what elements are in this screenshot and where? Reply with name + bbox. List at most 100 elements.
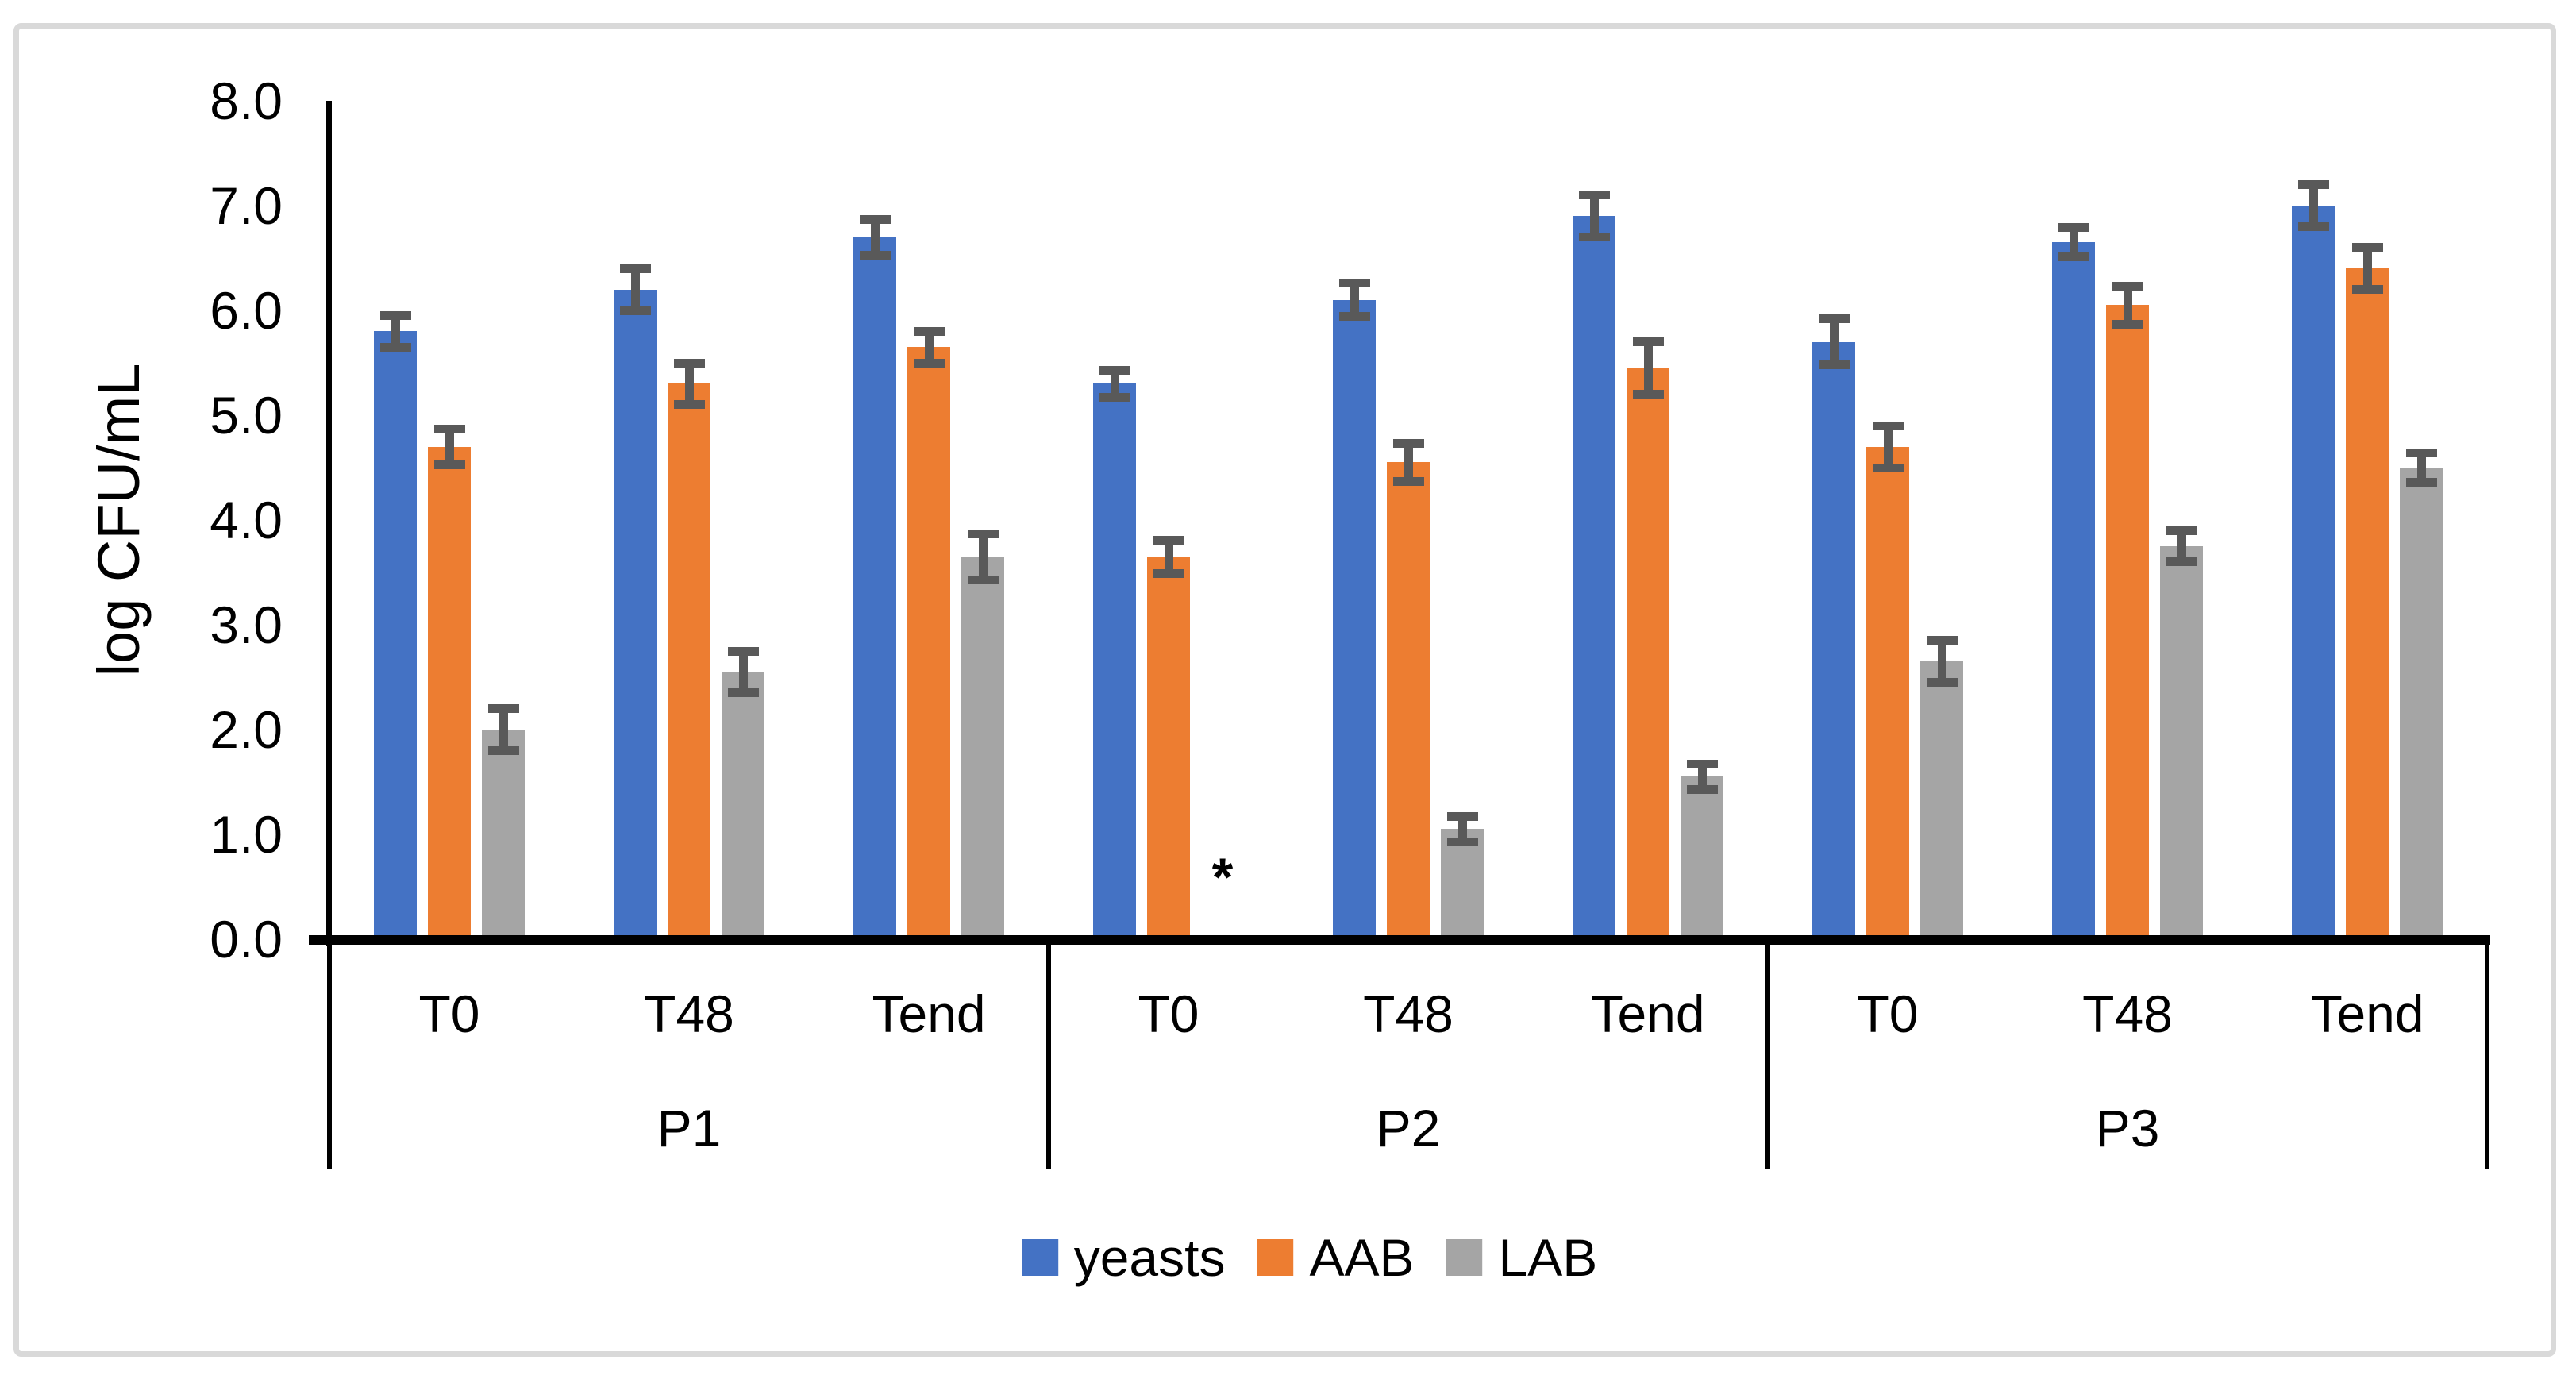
legend-swatch-aab-icon [1257, 1239, 1294, 1276]
error-bar-LAB-P2-Tend [1697, 764, 1707, 790]
group-label-P1: P1 [657, 1099, 722, 1158]
bar-yeasts-P3-Tend [2292, 206, 2335, 939]
error-bar-LAB-P2-T48 [1457, 816, 1467, 842]
y-tick-label: 3.0 [210, 595, 283, 654]
error-cap-top-AAB-P2-Tend [1632, 337, 1664, 347]
error-cap-bottom-yeasts-P3-T0 [1818, 360, 1850, 370]
error-bar-AAB-P3-Tend [2362, 247, 2372, 290]
bar-LAB-P1-T0 [482, 730, 525, 939]
error-bar-LAB-P1-T48 [738, 651, 748, 693]
bar-AAB-P2-Tend [1627, 368, 1669, 939]
bar-AAB-P2-T48 [1387, 462, 1430, 939]
error-cap-bottom-AAB-P1-Tend [913, 358, 945, 368]
y-tick-label: 4.0 [210, 491, 283, 549]
error-bar-yeasts-P1-T0 [391, 315, 400, 348]
error-cap-top-AAB-P1-T48 [673, 358, 705, 368]
error-bar-AAB-P2-Tend [1643, 341, 1653, 395]
y-tick-label: 0.0 [210, 910, 283, 969]
bar-yeasts-P1-T48 [614, 289, 657, 939]
y-tick-label: 5.0 [210, 386, 283, 445]
bar-LAB-P3-T0 [1920, 661, 1963, 939]
error-cap-bottom-AAB-P3-Tend [2351, 285, 2383, 295]
error-cap-top-AAB-P3-T48 [2112, 282, 2143, 291]
error-cap-top-AAB-P2-T0 [1153, 535, 1184, 545]
error-cap-top-yeasts-P2-Tend [1578, 191, 1610, 200]
error-cap-top-AAB-P2-T48 [1392, 439, 1424, 449]
error-bar-yeasts-P1-T48 [630, 268, 640, 310]
error-cap-top-yeasts-P1-T0 [379, 311, 411, 321]
error-cap-top-LAB-P2-Tend [1686, 760, 1718, 769]
error-cap-bottom-yeasts-P2-T48 [1338, 312, 1370, 322]
error-cap-bottom-AAB-P3-T0 [1872, 463, 1904, 472]
error-cap-top-yeasts-P3-Tend [2297, 180, 2329, 190]
error-cap-bottom-LAB-P3-T48 [2166, 557, 2197, 567]
bar-yeasts-P3-T48 [2052, 242, 2095, 939]
bar-LAB-P2-Tend [1681, 776, 1723, 939]
bar-yeasts-P1-T0 [374, 331, 417, 939]
error-cap-bottom-LAB-P2-T48 [1446, 837, 1478, 846]
bar-LAB-P1-T48 [722, 672, 764, 939]
error-bar-LAB-P3-Tend [2416, 453, 2426, 483]
error-cap-bottom-AAB-P2-T48 [1392, 476, 1424, 486]
bar-yeasts-P2-Tend [1573, 216, 1615, 939]
legend-item-aab: AAB [1257, 1228, 1415, 1287]
error-cap-top-AAB-P3-T0 [1872, 421, 1904, 430]
bar-yeasts-P2-T0 [1093, 383, 1136, 939]
bar-AAB-P3-Tend [2346, 268, 2389, 939]
group-label-P2: P2 [1376, 1099, 1441, 1158]
y-axis-title: log CFU/mL [86, 363, 152, 677]
annotation-asterisk: * [1211, 847, 1234, 907]
error-bar-yeasts-P2-T0 [1110, 370, 1119, 398]
bar-yeasts-P2-T48 [1333, 299, 1376, 939]
error-cap-bottom-LAB-P1-Tend [967, 575, 999, 584]
error-bar-LAB-P3-T48 [2177, 530, 2186, 562]
category-label-P1-Tend: Tend [872, 984, 986, 1043]
legend-label-aab: AAB [1309, 1228, 1415, 1287]
error-cap-bottom-yeasts-P1-Tend [859, 250, 891, 260]
category-divider [327, 939, 332, 1169]
error-cap-bottom-AAB-P2-Tend [1632, 390, 1664, 399]
error-cap-bottom-yeasts-P1-T48 [619, 306, 651, 315]
category-label-P2-Tend: Tend [1591, 984, 1705, 1043]
legend-item-yeasts: yeasts [1021, 1231, 1225, 1284]
error-cap-top-LAB-P3-Tend [2405, 449, 2437, 458]
category-divider [1765, 939, 1770, 1169]
error-cap-bottom-AAB-P2-T0 [1153, 568, 1184, 578]
error-cap-bottom-LAB-P3-Tend [2405, 477, 2437, 487]
y-axis-line [326, 101, 332, 946]
error-bar-AAB-P1-T0 [445, 429, 454, 465]
bar-AAB-P3-T48 [2106, 305, 2149, 939]
legend-label-lab: LAB [1498, 1228, 1598, 1287]
category-label-P2-T48: T48 [1363, 984, 1454, 1043]
category-divider [1046, 939, 1051, 1169]
error-bar-yeasts-P3-Tend [2308, 184, 2318, 227]
bar-AAB-P3-T0 [1866, 446, 1909, 939]
error-cap-top-LAB-P2-T48 [1446, 812, 1478, 822]
bar-AAB-P2-T0 [1147, 557, 1190, 939]
error-bar-AAB-P1-Tend [924, 331, 934, 363]
x-axis-line [309, 935, 2490, 945]
y-tick-label: 1.0 [210, 805, 283, 864]
legend-swatch-yeasts-icon [1021, 1239, 1058, 1276]
error-cap-top-LAB-P1-Tend [967, 529, 999, 538]
category-label-P3-T48: T48 [2082, 984, 2173, 1043]
error-cap-bottom-AAB-P3-T48 [2112, 319, 2143, 329]
error-bar-yeasts-P2-Tend [1589, 195, 1599, 237]
error-bar-AAB-P3-T0 [1883, 426, 1893, 468]
error-cap-top-LAB-P1-T48 [727, 646, 759, 656]
legend-swatch-lab-icon [1446, 1239, 1483, 1276]
error-cap-bottom-yeasts-P2-T0 [1099, 393, 1130, 403]
error-cap-top-yeasts-P1-Tend [859, 214, 891, 224]
bar-LAB-P3-Tend [2400, 468, 2443, 939]
y-tick-label: 2.0 [210, 700, 283, 759]
error-bar-AAB-P3-T48 [2123, 286, 2132, 325]
category-label-P1-T48: T48 [644, 984, 734, 1043]
bar-AAB-P1-T48 [668, 383, 710, 939]
error-cap-top-LAB-P3-T0 [1926, 636, 1958, 645]
error-cap-top-LAB-P3-T48 [2166, 526, 2197, 535]
legend-item-lab: LAB [1446, 1228, 1598, 1287]
error-bar-LAB-P3-T0 [1937, 640, 1946, 683]
error-cap-bottom-LAB-P2-Tend [1686, 784, 1718, 794]
error-cap-top-yeasts-P1-T48 [619, 264, 651, 273]
